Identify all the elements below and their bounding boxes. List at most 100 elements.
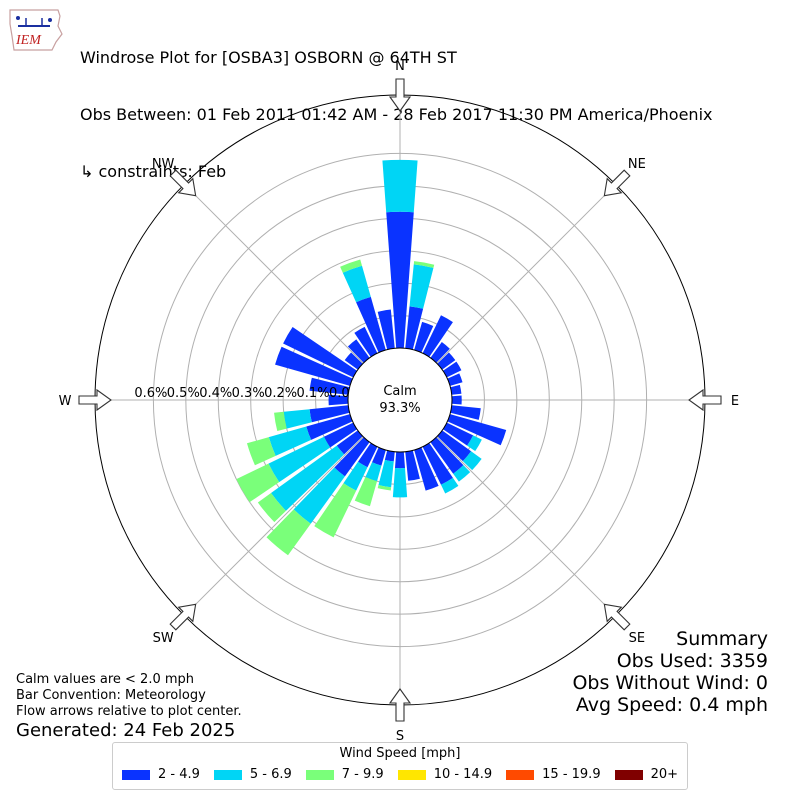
windrose-bar-segment: [268, 426, 312, 456]
direction-label: SW: [153, 631, 174, 646]
windrose-bar-segment: [268, 436, 331, 483]
windrose-bar-segment: [283, 327, 357, 378]
legend-swatch: [506, 769, 535, 780]
legend-item: 20+: [614, 767, 678, 782]
windrose-bar-segment: [274, 411, 287, 432]
windrose-bar-segment: [347, 339, 370, 363]
legend-item: 10 - 14.9: [397, 767, 493, 782]
summary-heading: Summary: [676, 628, 768, 650]
windrose-bar-segment: [354, 326, 378, 357]
windrose-bar-segment: [414, 447, 439, 491]
windrose-bar-segment: [340, 259, 362, 273]
logo-text: IEM: [15, 33, 42, 48]
windrose-bar-segment: [266, 509, 311, 556]
arrow-shape: [169, 603, 197, 631]
iem-logo: IEM: [6, 6, 64, 52]
windrose-bar-segment: [309, 377, 350, 395]
windrose-bar-segment: [413, 261, 435, 268]
windrose-bar-segment: [409, 264, 434, 309]
windrose-bar-segment: [343, 461, 368, 491]
direction-label: E: [731, 394, 739, 409]
windrose-bar-segment: [450, 405, 481, 420]
windrose-bar-segment: [372, 447, 386, 466]
legend-label: 7 - 9.9: [341, 767, 384, 782]
arrow-shape: [388, 688, 412, 722]
flow-arrow-icon: [688, 388, 722, 412]
calm-label: Calm: [383, 384, 416, 399]
notes-panel: Calm values are < 2.0 mph Bar Convention…: [16, 672, 242, 720]
legend-swatch: [397, 769, 426, 780]
summary-avg-speed: Avg Speed: 0.4 mph: [575, 694, 768, 716]
windrose-bar-segment: [440, 477, 459, 494]
arrow-shape: [169, 169, 197, 197]
windrose-bar-segment: [451, 395, 462, 405]
generated-date: Generated: 24 Feb 2025: [16, 720, 236, 741]
legend-items: 2 - 4.9 5 - 6.9 7 - 9.9 10 - 14.9 15 - 19.9 2…: [113, 767, 687, 782]
windrose-bar-segment: [395, 451, 405, 469]
direction-label: N: [395, 59, 405, 74]
windrose-bar-segment: [462, 451, 482, 471]
windrose-bar-segment: [344, 352, 363, 370]
direction-label: NW: [152, 157, 175, 172]
windrose-bars: [236, 159, 507, 556]
windrose-bar-segment: [246, 437, 276, 466]
radial-tick-label: 0.6%: [134, 386, 167, 401]
windrose-bar-segment: [453, 465, 471, 482]
flow-arrow-icon: [388, 78, 412, 112]
radial-tick-label: 0.4%: [199, 386, 232, 401]
flow-arrow-icon: [603, 169, 631, 197]
radial-tick-label: 0.5%: [167, 386, 200, 401]
legend: Wind Speed [mph] 2 - 4.9 5 - 6.9 7 - 9.9 10…: [112, 742, 688, 790]
legend-item: 5 - 6.9: [213, 767, 292, 782]
windrose-bar-segment: [430, 437, 464, 474]
windrose-bar-segment: [356, 296, 386, 353]
windrose-bar-segment: [450, 384, 462, 395]
arrow-shape: [388, 78, 412, 112]
note-calm: Calm values are < 2.0 mph: [16, 672, 195, 687]
summary-panel: Summary Obs Used: 3359 Obs Without Wind:…: [572, 628, 768, 716]
windrose-bar-segment: [283, 409, 312, 429]
title-line-3: ↳ constraints: Feb: [80, 162, 227, 181]
note-convention: Bar Convention: Meteorology: [16, 688, 206, 703]
windrose-bar-segment: [377, 485, 392, 491]
legend-label: 15 - 19.9: [542, 767, 601, 782]
legend-swatch: [305, 769, 334, 780]
summary-obs-without-wind: Obs Without Wind: 0: [572, 672, 768, 694]
legend-label: 2 - 4.9: [157, 767, 200, 782]
arrow-shape: [78, 388, 112, 412]
windrose-bar-segment: [392, 468, 408, 498]
radial-tick-label: 0.3%: [232, 386, 265, 401]
legend-item: 2 - 4.9: [121, 767, 200, 782]
legend-swatch: [121, 769, 150, 780]
windrose-bar-segment: [422, 315, 453, 357]
windrose-bar-segment: [437, 352, 456, 370]
windrose-bar-segment: [377, 309, 395, 350]
arrow-shape: [603, 603, 631, 631]
legend-label: 10 - 14.9: [433, 767, 493, 782]
legend-label: 5 - 6.9: [249, 767, 292, 782]
windrose-bar-segment: [386, 211, 414, 349]
windrose-bar-segment: [342, 265, 371, 303]
grid-spoke: [436, 183, 617, 364]
title-line-1: Windrose Plot for [OSBA3] OSBORN @ 64TH …: [80, 48, 457, 67]
windrose-bar-segment: [293, 467, 345, 524]
legend-swatch: [614, 769, 643, 780]
windrose-bar-segment: [314, 483, 357, 538]
windrose-bar-segment: [354, 477, 378, 507]
arrow-shape: [603, 169, 631, 197]
windrose-bar-segment: [382, 159, 418, 213]
legend-swatch: [213, 769, 242, 780]
flow-arrow-icon: [388, 688, 412, 722]
radial-tick-label: 0.1%: [297, 386, 330, 401]
windrose-bar-segment: [384, 450, 395, 462]
direction-label: S: [396, 729, 404, 744]
legend-item: 15 - 19.9: [506, 767, 601, 782]
flow-arrow-icon: [603, 603, 631, 631]
windrose-bar-segment: [334, 437, 370, 477]
legend-item: 7 - 9.9: [305, 767, 384, 782]
windrose-bar-segment: [405, 450, 420, 481]
windrose-bar-segment: [443, 422, 474, 446]
windrose-bar-segment: [358, 443, 378, 468]
flow-arrow-icon: [78, 388, 112, 412]
